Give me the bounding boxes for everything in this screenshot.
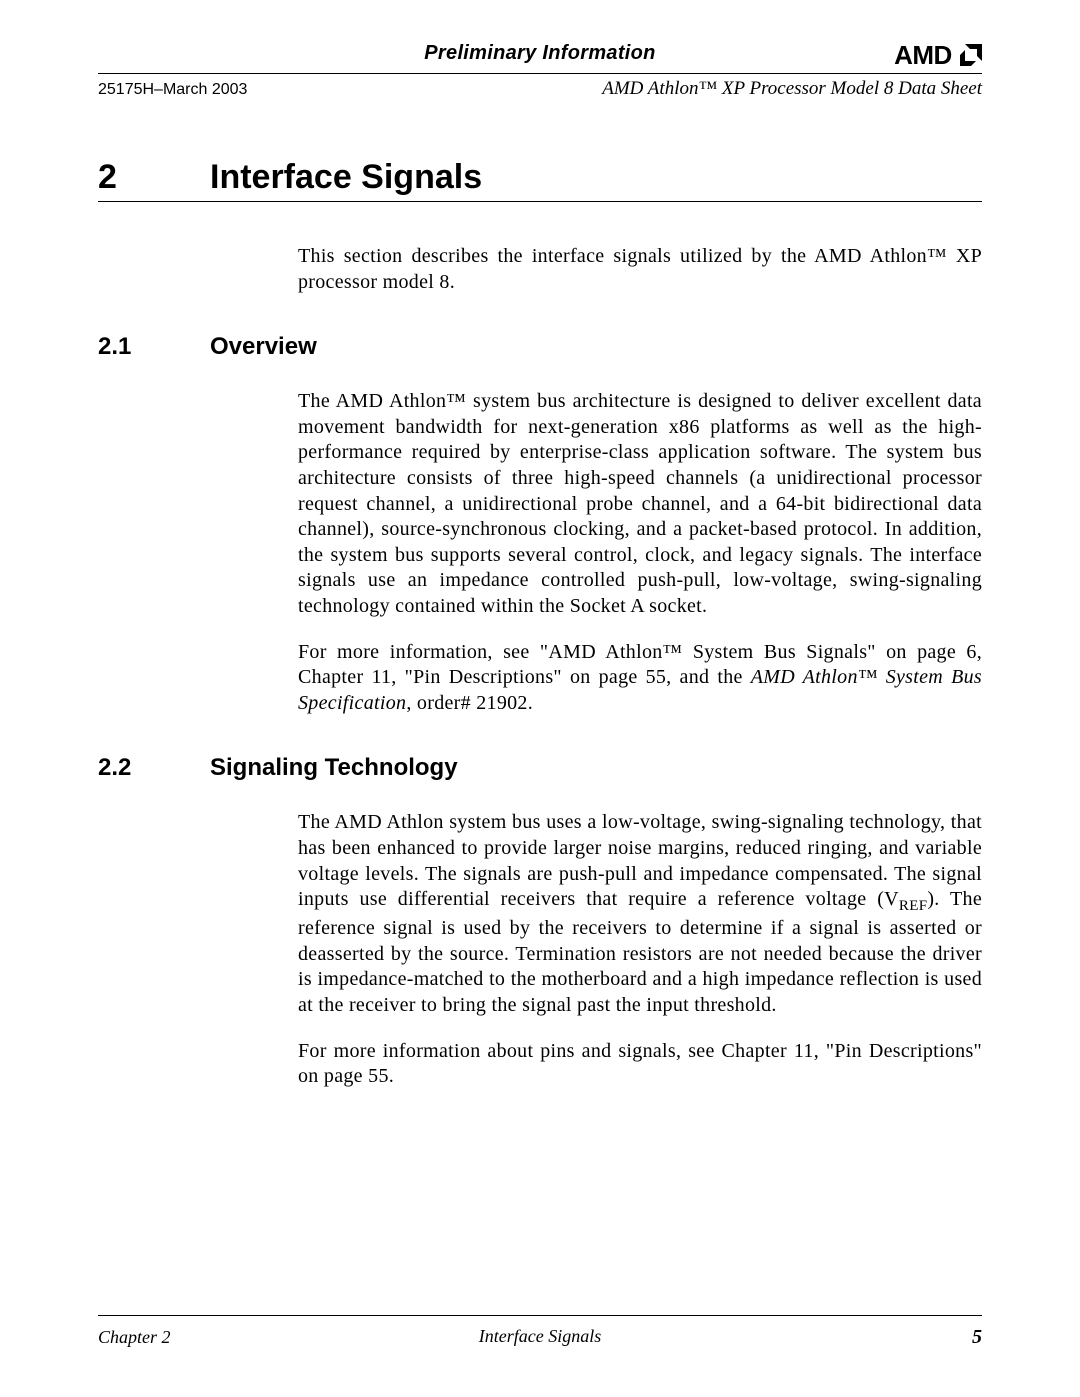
section-2-2-body: The AMD Athlon system bus uses a low-vol… [298, 810, 982, 1090]
page-container: Preliminary Information AMD 25175H–March… [0, 0, 1080, 1178]
logo-text: AMD [894, 40, 952, 70]
header-top: Preliminary Information AMD [98, 42, 982, 65]
chapter-number: 2 [98, 158, 210, 197]
chapter-title: Interface Signals [210, 158, 482, 197]
doc-title: AMD Athlon™ XP Processor Model 8 Data Sh… [602, 78, 982, 100]
amd-logo: AMD [894, 40, 982, 71]
para2-post: , order# 21902. [406, 692, 533, 714]
section-2-1-para1: The AMD Athlon™ system bus architecture … [298, 389, 982, 619]
footer-section: Interface Signals [479, 1326, 601, 1347]
footer: Chapter 2 Interface Signals 5 [98, 1315, 982, 1349]
footer-chapter: Chapter 2 [98, 1327, 171, 1348]
preliminary-info: Preliminary Information [98, 42, 982, 65]
footer-line: Chapter 2 Interface Signals 5 [98, 1326, 982, 1349]
chapter-heading: 2 Interface Signals [98, 158, 982, 197]
doc-number: 25175H–March 2003 [98, 81, 247, 99]
section-2-2-para2: For more information about pins and sign… [298, 1039, 982, 1090]
header-rule [98, 73, 982, 74]
section-2-1-heading: 2.1 Overview [98, 333, 982, 361]
para1-pre: The AMD Athlon system bus uses a low-vol… [298, 811, 982, 910]
page-number: 5 [972, 1326, 982, 1349]
section-title: Overview [210, 333, 317, 361]
chapter-rule [98, 201, 982, 202]
section-2-1-para2: For more information, see "AMD Athlon™ S… [298, 640, 982, 717]
section-2-2-heading: 2.2 Signaling Technology [98, 754, 982, 782]
section-title: Signaling Technology [210, 754, 458, 782]
chapter-intro-text: This section describes the interface sig… [298, 244, 982, 295]
para1-sub: REF [899, 898, 927, 914]
section-number: 2.2 [98, 754, 210, 782]
chapter-intro: This section describes the interface sig… [298, 244, 982, 295]
footer-rule [98, 1315, 982, 1316]
logo-symbol-icon [952, 43, 982, 70]
section-2-2-para1: The AMD Athlon system bus uses a low-vol… [298, 810, 982, 1018]
section-2-1-body: The AMD Athlon™ system bus architecture … [298, 389, 982, 716]
section-number: 2.1 [98, 333, 210, 361]
header-bottom: 25175H–March 2003 AMD Athlon™ XP Process… [98, 78, 982, 100]
